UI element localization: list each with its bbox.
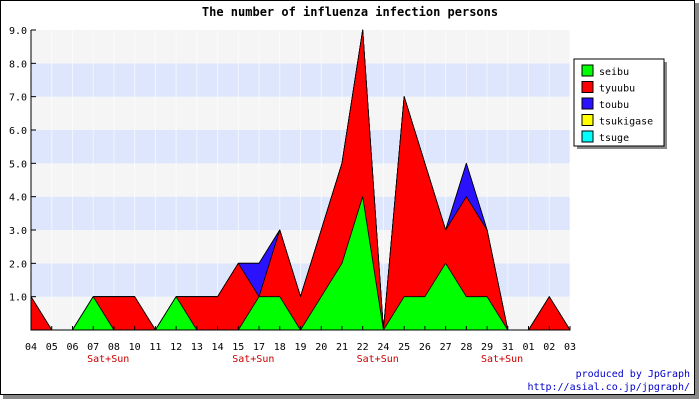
x-tick-label: 04: [25, 342, 37, 353]
y-tick-label: 3.0: [9, 226, 27, 237]
x-tick-label: 15: [232, 342, 244, 353]
legend-swatch-toubu: [581, 97, 594, 110]
x-tick-label: 29: [481, 342, 493, 353]
x-tick-label: 22: [357, 342, 369, 353]
x-tick-label: 14: [212, 342, 224, 353]
legend: seibu tyuubu toubu tsukigase tsuge: [573, 58, 667, 149]
y-tick-label: 7.0: [9, 93, 27, 104]
chart-title: The number of influenza infection person…: [202, 5, 498, 19]
x-tick-label: 08: [108, 342, 120, 353]
x-tick-label: 02: [543, 342, 555, 353]
x-tick-label: 20: [315, 342, 327, 353]
x-tick-label: 03: [564, 342, 576, 353]
x-tick-label: 13: [191, 342, 203, 353]
legend-swatch-tyuubu: [581, 81, 594, 93]
series-area-tyuubu: [30, 29, 571, 331]
weekend-label: Sat+Sun: [232, 354, 274, 365]
legend-swatch-tsuge: [581, 130, 594, 143]
weekend-label: Sat+Sun: [87, 354, 129, 365]
legend-label-seibu: seibu: [599, 67, 629, 78]
x-tick-label: 17: [253, 342, 265, 353]
y-tick-label: 6.0: [9, 126, 27, 137]
y-tick-label: 4.0: [9, 193, 27, 204]
x-tick-label: 24: [377, 342, 389, 353]
legend-label-toubu: toubu: [599, 100, 629, 111]
x-tick-label: 12: [170, 342, 182, 353]
credit-line-2: http://asial.co.jp/jpgraph/: [527, 382, 690, 393]
x-tick-label: 28: [460, 342, 472, 353]
y-tick-label: 1.0: [9, 293, 27, 304]
weekend-label: Sat+Sun: [357, 354, 399, 365]
x-tick-label: 31: [502, 342, 514, 353]
x-tick-label: 21: [336, 342, 348, 353]
x-tick-label: 06: [66, 342, 78, 353]
x-tick-label: 07: [87, 342, 99, 353]
weekend-label: Sat+Sun: [481, 354, 523, 365]
legend-swatch-seibu: [581, 64, 594, 77]
x-tick-label: 01: [523, 342, 535, 353]
legend-label-tsuge: tsuge: [599, 133, 629, 144]
y-axis-ticks: 1.0 2.0 3.0 4.0 5.0 6.0 7.0 8.0 9.0: [9, 26, 36, 304]
x-tick-label: 10: [129, 342, 141, 353]
x-tick-label: 25: [398, 342, 410, 353]
credit-line-1: produced by JpGraph: [576, 369, 690, 380]
x-tick-label: 19: [294, 342, 306, 353]
x-tick-label: 11: [149, 342, 161, 353]
x-tick-label: 05: [46, 342, 58, 353]
legend-label-tyuubu: tyuubu: [599, 84, 635, 95]
y-tick-label: 9.0: [9, 26, 27, 37]
x-tick-label: 26: [419, 342, 431, 353]
legend-swatch-tsukigase: [581, 114, 594, 126]
legend-label-tsukigase: tsukigase: [599, 117, 653, 128]
y-tick-label: 8.0: [9, 59, 27, 70]
plot-areas: [30, 29, 571, 331]
y-tick-label: 2.0: [9, 259, 27, 270]
y-tick-label: 5.0: [9, 159, 27, 170]
x-tick-label: 18: [274, 342, 286, 353]
x-tick-label: 27: [440, 342, 452, 353]
